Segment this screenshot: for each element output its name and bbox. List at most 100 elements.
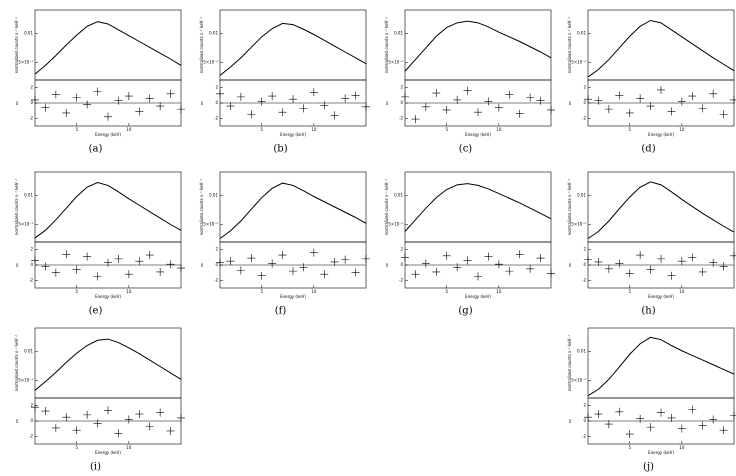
residual-point: [299, 104, 308, 113]
residual-point: [463, 86, 472, 95]
y-axis-label: normalized counts s⁻¹ keV⁻¹: [14, 334, 19, 391]
residual-point: [247, 254, 256, 263]
residual-point: [536, 96, 545, 105]
residual-point: [268, 92, 277, 101]
y-tick-label: 0.01: [24, 348, 33, 353]
x-axis-label: Energy (keV): [95, 450, 121, 455]
y2-tick-label: 2: [30, 247, 33, 252]
y2-tick-label: -2: [399, 277, 403, 282]
model-line: [34, 181, 182, 239]
residual-point: [636, 94, 645, 103]
panel-caption: (j): [643, 462, 654, 473]
residual-point: [83, 410, 92, 419]
residual-point: [594, 257, 603, 266]
y2-tick-label: -2: [29, 277, 33, 282]
x-axis-label: Energy (keV): [648, 294, 674, 299]
residual-point: [62, 413, 71, 422]
residual-point: [594, 96, 603, 105]
residual-point: [615, 407, 624, 416]
residual-point: [93, 87, 102, 96]
residual-point: [31, 403, 39, 412]
plot-frame: [34, 327, 182, 399]
y-tick-label: 5×10⁻³: [203, 60, 218, 65]
y-tick-label: 5×10⁻³: [388, 60, 403, 65]
model-line: [219, 22, 367, 76]
x-tick-label: 10: [311, 289, 317, 294]
panel-caption: (a): [89, 144, 103, 155]
residual-point: [646, 265, 655, 274]
residual-point: [278, 251, 287, 260]
panel-caption: (h): [641, 306, 655, 317]
residual-point: [411, 270, 420, 279]
y2-axis-label: χ: [16, 262, 19, 267]
panel-caption: (c): [459, 144, 473, 155]
y2-tick-label: -2: [582, 433, 586, 438]
y-axis-label: normalized counts s⁻¹ keV⁻¹: [199, 178, 204, 235]
residual-point: [719, 262, 728, 271]
panel-caption: (i): [90, 462, 101, 473]
residual-point: [124, 270, 133, 279]
x-tick-label: 5: [260, 127, 263, 132]
residual-point: [401, 253, 409, 262]
residual-point: [177, 264, 185, 273]
y2-tick-label: 0: [215, 100, 218, 105]
residual-point: [124, 415, 133, 424]
residual-point: [341, 255, 350, 264]
residual-point: [62, 108, 71, 117]
residual-point: [709, 89, 718, 98]
residual-point: [657, 254, 665, 263]
residual-point: [604, 105, 613, 114]
x-tick-label: 5: [628, 289, 631, 294]
x-tick-label: 5: [445, 127, 448, 132]
residual-point: [677, 424, 686, 433]
y-tick-label: 5×10⁻³: [203, 222, 218, 227]
y-axis-label: normalized counts s⁻¹ keV⁻¹: [199, 16, 204, 73]
residual-point: [411, 115, 420, 124]
residual-point: [289, 267, 297, 276]
y2-tick-label: 2: [30, 85, 33, 90]
y2-tick-label: -2: [29, 115, 33, 120]
x-tick-label: 5: [628, 445, 631, 450]
residual-point: [177, 105, 185, 114]
y2-tick-label: -2: [399, 115, 403, 120]
model-line: [587, 181, 735, 239]
residual-point: [505, 90, 514, 99]
x-tick-label: 10: [126, 127, 132, 132]
x-axis-label: Energy (keV): [280, 294, 306, 299]
residual-point: [362, 254, 370, 263]
residual-point: [494, 103, 503, 112]
x-tick-label: 10: [126, 445, 132, 450]
plot-frame: [219, 9, 367, 81]
residual-point: [156, 408, 165, 417]
y-axis-label: normalized counts s⁻¹ keV⁻¹: [567, 178, 572, 235]
model-line: [34, 21, 182, 75]
model-line: [34, 338, 182, 391]
y-tick-label: 5×10⁻³: [571, 60, 586, 65]
residual-point: [604, 420, 613, 429]
residual-point: [719, 426, 728, 435]
residual-point: [615, 259, 624, 268]
residual-point: [83, 252, 92, 261]
residual-point: [526, 93, 535, 102]
residual-point: [505, 267, 514, 276]
y2-axis-label: χ: [201, 262, 204, 267]
x-tick-label: 5: [260, 289, 263, 294]
residual-point: [51, 90, 60, 99]
x-tick-label: 10: [126, 289, 132, 294]
residual-point: [51, 268, 60, 277]
residual-point: [401, 92, 409, 101]
y-axis-label: normalized counts s⁻¹ keV⁻¹: [567, 334, 572, 391]
residual-point: [236, 92, 245, 101]
residual-point: [351, 91, 360, 100]
residual-point: [474, 108, 482, 117]
residual-point: [166, 426, 175, 435]
residual-point: [62, 250, 71, 259]
y-axis-label: normalized counts s⁻¹ keV⁻¹: [384, 178, 389, 235]
residual-point: [268, 259, 277, 268]
residual-point: [677, 97, 686, 106]
y2-tick-label: 2: [215, 247, 218, 252]
model-line: [404, 20, 552, 72]
residual-point: [677, 257, 686, 266]
x-tick-label: 5: [445, 289, 448, 294]
residual-point: [351, 268, 360, 277]
